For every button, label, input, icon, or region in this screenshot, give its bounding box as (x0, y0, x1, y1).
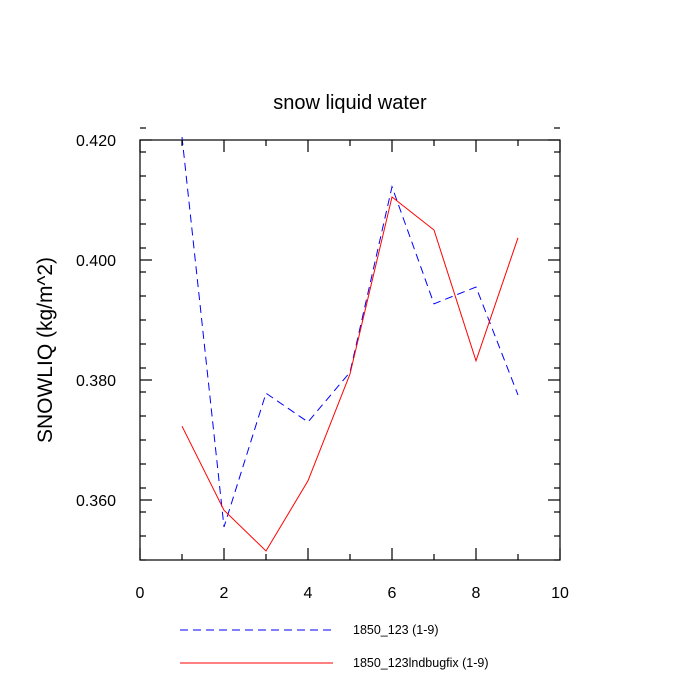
legend: 1850_123 (1-9) 1850_123lndbugfix (1-9) (180, 623, 489, 670)
y-tick-label: 0.400 (76, 253, 116, 270)
series-line-2 (181, 196, 519, 552)
legend-label-2: 1850_123lndbugfix (1-9) (353, 656, 489, 670)
x-tick-label: 0 (136, 585, 145, 602)
y-axis-label: SNOWLIQ (kg/m^2) (34, 257, 57, 443)
y-tick-label: 0.360 (76, 493, 116, 510)
legend-label-1: 1850_123 (1-9) (353, 623, 438, 637)
x-tick-label: 6 (388, 585, 397, 602)
plot-frame (139, 139, 561, 561)
x-tick-label: 4 (304, 585, 313, 602)
x-tick-label: 8 (472, 585, 481, 602)
series-line-1 (181, 136, 519, 528)
plot-area: 0 2 4 6 8 10 0.360 0.380 0.400 0.420 (76, 127, 569, 602)
x-tick-label: 2 (220, 585, 229, 602)
x-tick-label: 10 (551, 585, 569, 602)
y-tick-label: 0.380 (76, 373, 116, 390)
y-tick-label: 0.420 (76, 133, 116, 150)
chart-title: snow liquid water (273, 92, 427, 114)
